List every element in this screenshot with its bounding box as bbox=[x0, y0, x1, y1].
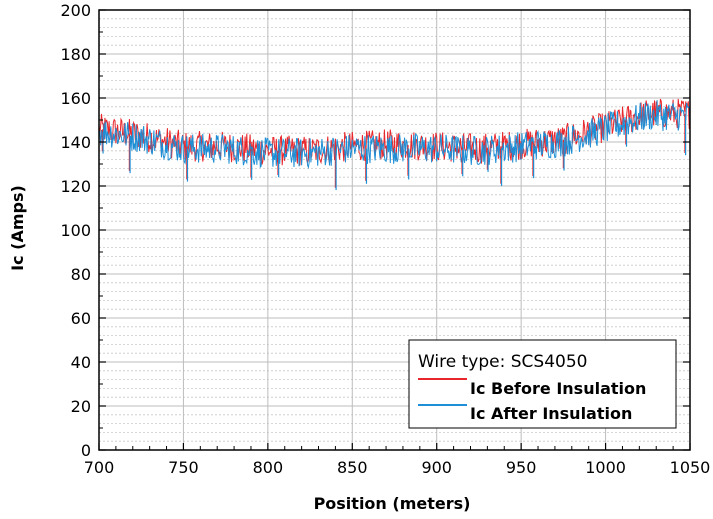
y-tick-label: 100 bbox=[60, 221, 91, 240]
y-tick-label: 60 bbox=[71, 309, 91, 328]
legend-entry-after: Ic After Insulation bbox=[470, 404, 632, 423]
legend-box bbox=[408, 339, 677, 429]
series-line-1 bbox=[98, 100, 691, 170]
y-tick-label: 0 bbox=[81, 441, 91, 460]
y-tick-label: 160 bbox=[60, 89, 91, 108]
legend: Wire type: SCS4050 Ic Before Insulation … bbox=[408, 339, 677, 429]
y-tick-label: 20 bbox=[71, 397, 91, 416]
legend-title: Wire type: SCS4050 bbox=[418, 352, 587, 372]
y-tick-label: 200 bbox=[60, 1, 91, 20]
x-tick-label: 700 bbox=[84, 458, 115, 477]
x-tick-label: 950 bbox=[506, 458, 537, 477]
x-tick-label: 1000 bbox=[585, 458, 626, 477]
x-tick-label: 900 bbox=[421, 458, 452, 477]
y-tick-label: 140 bbox=[60, 133, 91, 152]
x-tick-label: 1050 bbox=[670, 458, 711, 477]
x-tick-label: 750 bbox=[168, 458, 199, 477]
y-tick-labels: 0 20 40 60 80 100 120 140 160 180 200 bbox=[60, 1, 91, 460]
y-axis-title: Ic (Amps) bbox=[8, 185, 27, 271]
x-axis-title: Position (meters) bbox=[314, 494, 471, 513]
y-tick-label: 120 bbox=[60, 177, 91, 196]
legend-entry-before: Ic Before Insulation bbox=[470, 379, 646, 398]
y-tick-label: 80 bbox=[71, 265, 91, 284]
y-tick-label: 40 bbox=[71, 353, 91, 372]
spikes-layer bbox=[101, 113, 687, 190]
x-tick-labels: 700 750 800 850 900 950 1000 1050 bbox=[84, 458, 711, 477]
axis-ticks bbox=[98, 9, 691, 451]
series-line-0 bbox=[98, 98, 691, 166]
x-tick-label: 850 bbox=[337, 458, 368, 477]
x-tick-label: 800 bbox=[253, 458, 284, 477]
series-layer bbox=[98, 98, 691, 170]
y-tick-label: 180 bbox=[60, 45, 91, 64]
